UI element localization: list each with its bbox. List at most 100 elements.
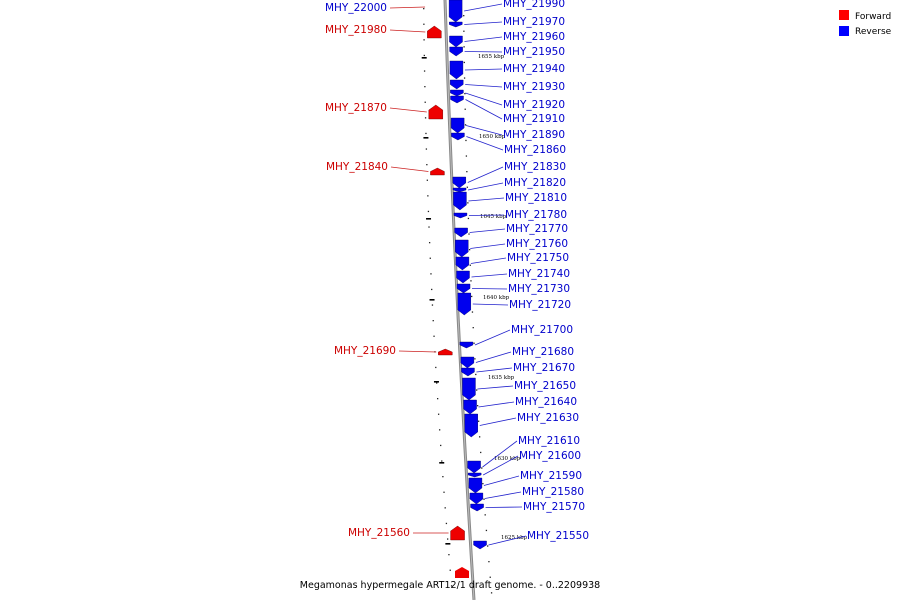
reverse-gene-arrow[interactable] (468, 477, 483, 494)
reverse-gene-arrow[interactable] (455, 256, 470, 271)
legend: Forward Reverse (839, 10, 892, 37)
forward-gene-arrow[interactable] (438, 348, 453, 356)
reverse-gene-label[interactable]: MHY_21810 (505, 192, 567, 204)
scale-tick (477, 420, 480, 422)
reverse-gene-arrow[interactable] (464, 413, 478, 438)
reverse-gene-label[interactable]: MHY_21960 (503, 31, 565, 43)
reverse-gene-arrow[interactable] (462, 377, 476, 401)
reverse-gene-label[interactable]: MHY_21720 (509, 299, 571, 311)
reverse-gene-label[interactable]: MHY_21630 (517, 412, 579, 424)
reverse-gene-arrow[interactable] (452, 187, 467, 193)
forward-gene-arrow[interactable] (428, 104, 443, 120)
reverse-gene-label[interactable]: MHY_21570 (523, 501, 585, 513)
forward-gene-label[interactable]: MHY_21870 (325, 102, 387, 114)
scale-tick (423, 39, 425, 41)
reverse-gene-leader (464, 36, 503, 42)
scale-tick (480, 451, 482, 454)
reverse-gene-leader (464, 68, 503, 71)
reverse-gene-label[interactable]: MHY_21890 (503, 129, 565, 141)
reverse-gene-leader (482, 455, 519, 476)
scale-major-tick (433, 381, 439, 383)
reverse-gene-arrow[interactable] (449, 79, 464, 90)
scale-tick (478, 436, 481, 438)
reverse-gene-arrow[interactable] (449, 60, 464, 80)
reverse-gene-label[interactable]: MHY_21740 (508, 268, 570, 280)
reverse-gene-label[interactable]: MHY_21770 (506, 223, 568, 235)
forward-gene-arrow[interactable] (427, 25, 442, 39)
reverse-gene-arrow[interactable] (448, 0, 463, 23)
reverse-gene-label[interactable]: MHY_21940 (503, 63, 565, 75)
kbp-marker-label: 1640 kbp (483, 295, 510, 301)
reverse-gene-arrow[interactable] (449, 46, 463, 57)
forward-gene-label[interactable]: MHY_21980 (325, 24, 387, 36)
reverse-gene-arrow[interactable] (467, 460, 481, 474)
scale-major-tick (445, 543, 451, 545)
reverse-gene-arrow[interactable] (450, 95, 464, 104)
reverse-gene-arrow[interactable] (456, 283, 471, 294)
scale-tick (465, 139, 467, 142)
reverse-gene-arrow[interactable] (455, 239, 469, 258)
reverse-gene-arrow[interactable] (449, 35, 463, 48)
reverse-gene-label[interactable]: MHY_21970 (503, 16, 565, 28)
reverse-gene-label[interactable]: MHY_21580 (522, 486, 584, 498)
reverse-gene-arrow[interactable] (457, 292, 471, 316)
reverse-gene-label[interactable]: MHY_21650 (514, 380, 576, 392)
reverse-gene-label[interactable]: MHY_21590 (520, 470, 582, 482)
reverse-gene-leader (466, 136, 504, 151)
reverse-gene-arrow[interactable] (459, 341, 474, 349)
reverse-gene-label[interactable]: MHY_21930 (503, 81, 565, 93)
reverse-gene-label[interactable]: MHY_21700 (511, 324, 573, 336)
scale-tick (463, 15, 465, 17)
forward-gene-label[interactable]: MHY_21840 (326, 161, 388, 173)
reverse-gene-leader (465, 84, 503, 88)
reverse-gene-arrow[interactable] (454, 227, 468, 238)
reverse-gene-arrow[interactable] (463, 399, 477, 415)
scale-tick (429, 257, 431, 259)
scale-tick (430, 273, 432, 275)
reverse-gene-label[interactable]: MHY_21610 (518, 435, 580, 447)
reverse-gene-label[interactable]: MHY_21920 (503, 99, 565, 111)
scale-tick (464, 93, 466, 95)
reverse-gene-label[interactable]: MHY_21600 (519, 450, 581, 462)
forward-gene-arrow[interactable] (450, 525, 465, 541)
scale-tick (431, 304, 434, 306)
forward-gene-arrow[interactable] (430, 167, 445, 176)
reverse-gene-leader (467, 182, 504, 191)
scale-tick (428, 226, 430, 228)
reverse-gene-label[interactable]: MHY_21820 (504, 177, 566, 189)
reverse-gene-arrow[interactable] (453, 212, 468, 219)
forward-gene-label[interactable]: MHY_22000 (325, 2, 387, 14)
reverse-gene-label[interactable]: MHY_21830 (504, 161, 566, 173)
reverse-gene-arrow[interactable] (467, 472, 482, 478)
reverse-gene-arrow[interactable] (449, 21, 463, 28)
reverse-gene-label[interactable]: MHY_21750 (507, 252, 569, 264)
reverse-gene-arrow[interactable] (461, 367, 475, 377)
reverse-gene-label[interactable]: MHY_21730 (508, 283, 570, 295)
reverse-gene-arrow[interactable] (469, 492, 484, 505)
reverse-gene-arrow[interactable] (456, 270, 470, 284)
forward-gene-label[interactable]: MHY_21690 (334, 345, 396, 357)
scale-tick (425, 148, 428, 150)
reverse-gene-label[interactable]: MHY_21760 (506, 238, 568, 250)
reverse-gene-label[interactable]: MHY_21860 (504, 144, 566, 156)
forward-gene-arrow[interactable] (455, 567, 469, 578)
reverse-gene-label[interactable]: MHY_21780 (505, 209, 567, 221)
reverse-gene-label[interactable]: MHY_21550 (527, 530, 589, 542)
reverse-gene-arrow[interactable] (470, 503, 484, 512)
reverse-gene-arrow[interactable] (450, 89, 464, 97)
reverse-gene-label[interactable]: MHY_21670 (513, 362, 575, 374)
reverse-gene-arrow[interactable] (453, 191, 467, 211)
scale-tick (484, 514, 486, 516)
reverse-gene-label[interactable]: MHY_21950 (503, 46, 565, 58)
reverse-gene-label[interactable]: MHY_21990 (503, 0, 565, 10)
reverse-gene-arrow[interactable] (460, 356, 475, 369)
reverse-gene-label[interactable]: MHY_21640 (515, 396, 577, 408)
reverse-gene-arrow[interactable] (450, 117, 465, 134)
reverse-gene-label[interactable]: MHY_21680 (512, 346, 574, 358)
reverse-gene-arrow[interactable] (473, 540, 487, 550)
reverse-gene-label[interactable]: MHY_21910 (503, 113, 565, 125)
reverse-gene-leader (470, 243, 506, 249)
reverse-gene-arrow[interactable] (452, 176, 466, 189)
reverse-gene-arrow[interactable] (451, 132, 465, 141)
forward-gene-label[interactable]: MHY_21560 (348, 527, 410, 539)
